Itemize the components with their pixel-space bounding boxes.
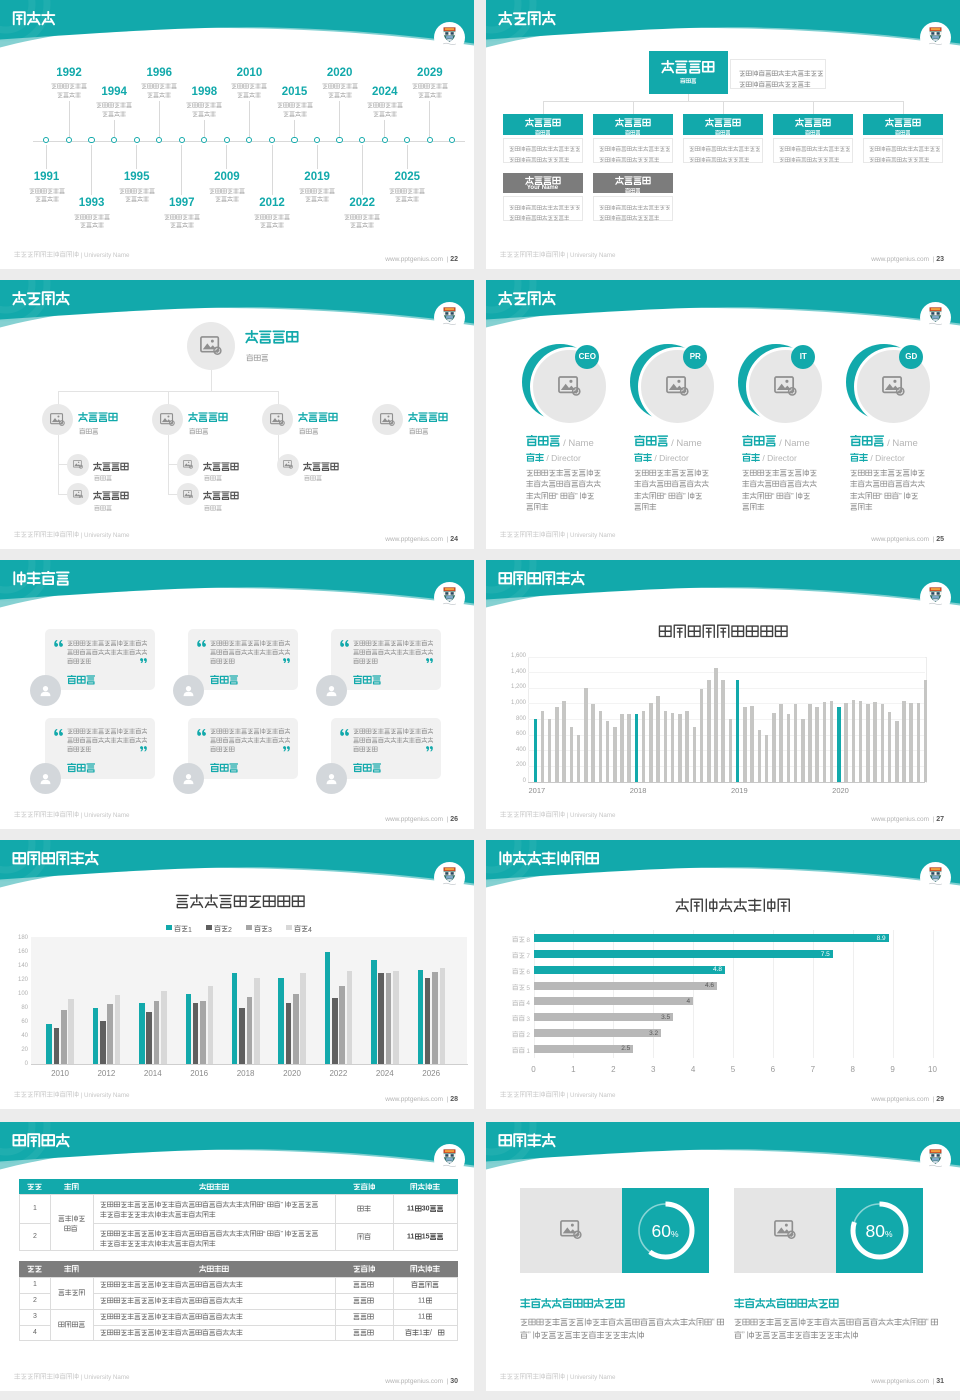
svg-text:”: ” <box>791 492 794 500</box>
svg-text:“: “ <box>664 492 667 500</box>
svg-text:“: “ <box>556 492 559 500</box>
svg-text:”: ” <box>899 492 902 500</box>
svg-text:15: 15 <box>422 1234 430 1241</box>
svg-text:”: ” <box>528 1331 531 1339</box>
svg-text:30: 30 <box>422 1205 430 1212</box>
svg-text:11: 11 <box>407 1205 415 1212</box>
svg-text:”: ” <box>683 492 686 500</box>
svg-text:/: / <box>430 1330 432 1337</box>
svg-text:“: “ <box>926 1318 929 1326</box>
svg-text:“: “ <box>263 1202 266 1209</box>
svg-text:“: “ <box>263 1231 266 1238</box>
svg-text:11: 11 <box>418 1314 425 1321</box>
svg-text:“: “ <box>880 492 883 500</box>
svg-text:11: 11 <box>418 1298 425 1305</box>
svg-text:“: “ <box>772 492 775 500</box>
svg-text:1: 1 <box>419 1330 423 1337</box>
svg-text:”: ” <box>281 1231 284 1238</box>
svg-text:“: “ <box>712 1318 715 1326</box>
svg-text:11: 11 <box>407 1234 415 1241</box>
svg-text:”: ” <box>575 492 578 500</box>
svg-text:”: ” <box>281 1202 284 1209</box>
svg-text:”: ” <box>742 1331 745 1339</box>
